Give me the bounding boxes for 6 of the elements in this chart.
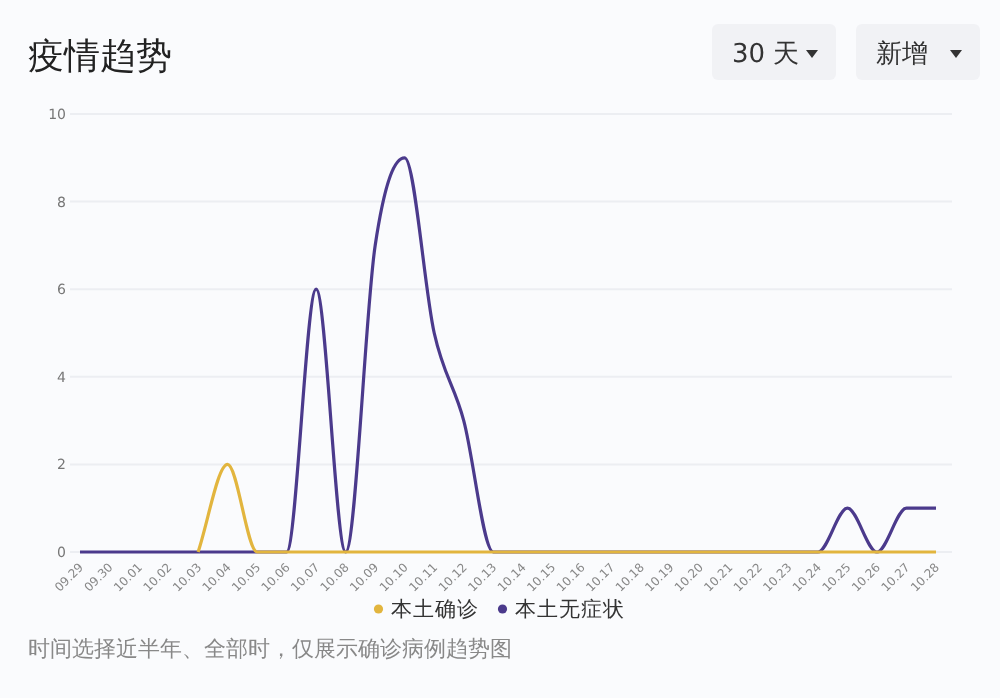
text: 时间选择近半年、全部时，仅展示确诊病例趋势图 <box>28 636 512 662</box>
text: 30 天 <box>732 40 800 70</box>
text: 新增 <box>876 40 928 70</box>
legend-label: 本土确诊 <box>390 596 479 622</box>
chart-title: 疫情趋势 <box>28 36 172 78</box>
legend-label: 本土无症状 <box>514 596 625 622</box>
